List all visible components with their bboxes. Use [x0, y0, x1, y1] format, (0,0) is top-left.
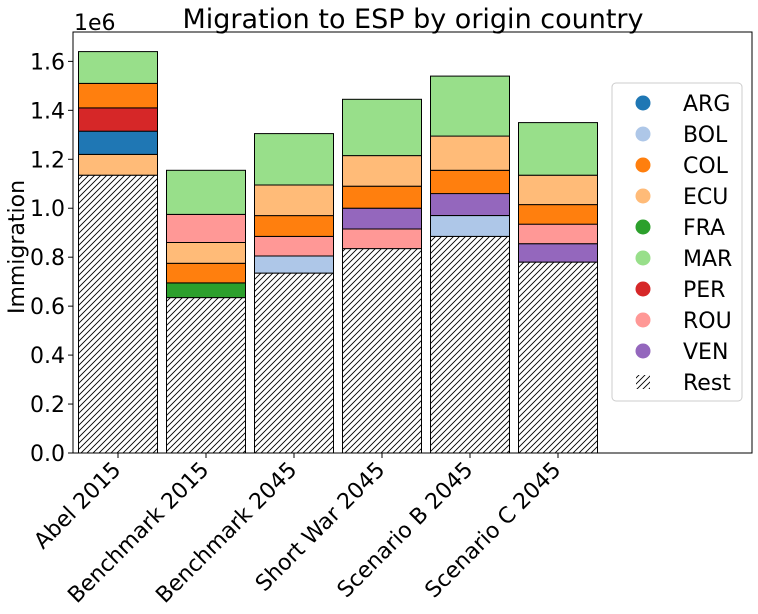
legend-label-fra: FRA: [683, 216, 725, 241]
legend-marker-mar: [635, 250, 651, 266]
bar-segment-rest-4: [430, 235, 510, 454]
bar-segment-rest-5: [518, 261, 598, 454]
bar-segment-col-1: [166, 262, 246, 284]
legend-marker-rest: [636, 375, 650, 389]
legend-label-arg: ARG: [683, 92, 730, 117]
bar-segment-rou-3: [342, 228, 422, 250]
bar-segment-ecu-2: [254, 184, 334, 217]
legend-label-ecu: ECU: [683, 185, 728, 210]
bar-segment-ven-5: [518, 243, 598, 263]
legend-label-rest: Rest: [683, 371, 731, 396]
plot-frame: [72, 31, 753, 454]
bar-segment-ven-4: [430, 193, 510, 216]
legend-marker-ecu: [635, 188, 651, 204]
bar-segment-ecu-3: [342, 155, 422, 187]
bar-segment-ecu-5: [518, 174, 598, 206]
legend-label-per: PER: [683, 278, 725, 303]
legend-marker-fra: [635, 219, 651, 235]
bar-segment-fra-1: [166, 282, 246, 299]
bar-segment-rest-1: [166, 297, 246, 454]
chart-title: Migration to ESP by origin country: [182, 4, 643, 35]
bar-segment-mar-5: [518, 122, 598, 176]
bar-segment-mar-2: [254, 133, 334, 186]
legend-label-rou: ROU: [683, 309, 732, 334]
bar-segment-mar-4: [430, 75, 510, 137]
legend-label-mar: MAR: [683, 247, 732, 272]
bar-segment-rou-1: [166, 213, 246, 243]
bar-segment-mar-3: [342, 98, 422, 157]
legend-label-bol: BOL: [683, 123, 728, 148]
bar-segment-per-0: [78, 107, 158, 132]
legend: ARG BOL COL ECU FRA MAR PER ROU VEN Rest: [611, 82, 743, 402]
legend-marker-ven: [635, 343, 651, 359]
y-tick-label-2: 0.4: [30, 344, 65, 369]
bar-segment-ecu-4: [430, 135, 510, 171]
y-tick-label-3: 0.6: [30, 295, 65, 320]
x-tick-label-0: Abel 2015: [30, 458, 127, 555]
legend-label-col: COL: [683, 154, 729, 179]
bar-segment-rou-5: [518, 223, 598, 245]
legend-marker-rou: [635, 312, 651, 328]
y-tick-label-6: 1.2: [30, 148, 65, 173]
bar-segment-ecu-1: [166, 242, 246, 264]
legend-label-ven: VEN: [683, 340, 728, 365]
bar-segment-col-3: [342, 185, 422, 209]
bar-segment-rest-3: [342, 248, 422, 454]
y-axis-ticks: 0.0 0.2 0.4 0.6 0.8 1.0 1.2 1.4 1.6: [30, 50, 73, 467]
legend-marker-bol: [635, 126, 651, 142]
y-tick-label-1: 0.2: [30, 393, 65, 418]
bar-segment-rest-0: [78, 174, 158, 454]
bar-segment-bol-2: [254, 255, 334, 274]
legend-marker-arg: [635, 95, 651, 111]
bar-segment-arg-0: [78, 130, 158, 155]
y-tick-label-4: 0.8: [30, 246, 65, 271]
bars-group: [78, 51, 598, 454]
y-tick-label-5: 1.0: [30, 197, 65, 222]
bar-segment-mar-0: [78, 51, 158, 84]
y-tick-label-0: 0.0: [30, 442, 65, 467]
legend-marker-per: [635, 281, 651, 297]
bar-segment-ven-3: [342, 207, 422, 230]
bar-segment-mar-1: [166, 169, 246, 215]
bar-segment-col-2: [254, 215, 334, 237]
y-tick-label-7: 1.4: [30, 99, 65, 124]
y-axis-label: Immigration: [5, 180, 30, 314]
legend-marker-col: [635, 157, 651, 173]
bar-segment-col-5: [518, 204, 598, 225]
bar-segment-ecu-0: [78, 153, 158, 176]
bar-segment-rest-2: [254, 272, 334, 454]
bar-segment-bol-4: [430, 215, 510, 237]
bar-segment-col-0: [78, 82, 158, 109]
y-tick-label-8: 1.6: [30, 50, 65, 75]
bar-segment-rou-2: [254, 235, 334, 257]
bar-segment-col-4: [430, 169, 510, 195]
